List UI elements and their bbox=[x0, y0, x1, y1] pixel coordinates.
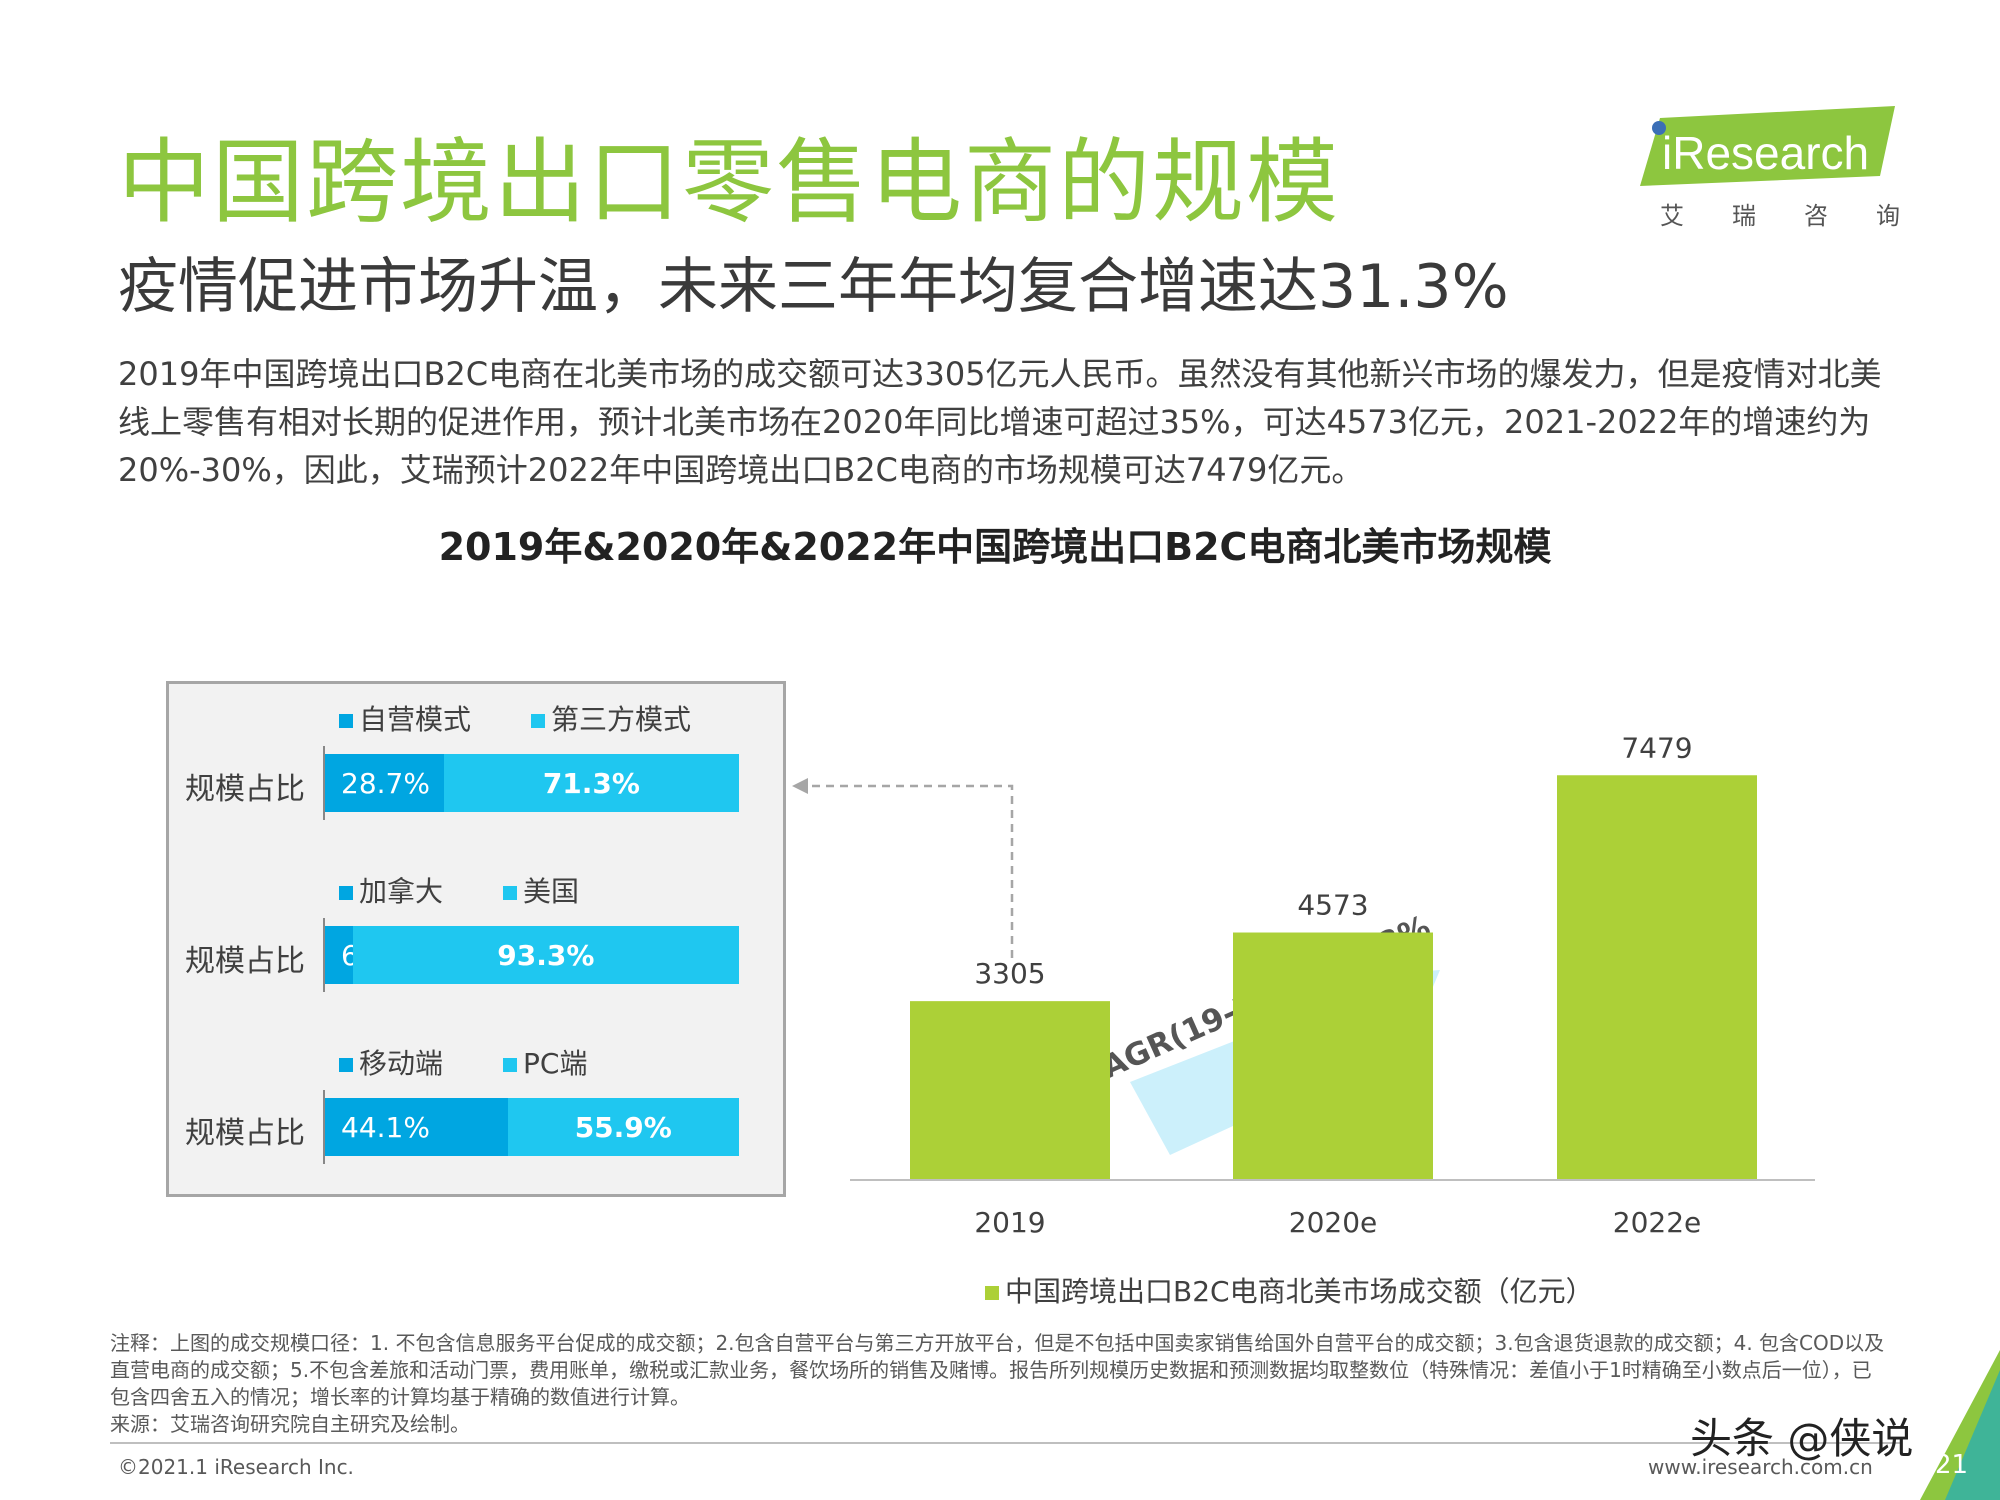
row-label: 规模占比 bbox=[185, 772, 305, 807]
legend-swatch bbox=[503, 1058, 518, 1072]
legend-swatch bbox=[985, 1286, 999, 1300]
corner-decoration-icon bbox=[1920, 1350, 2000, 1500]
logo-wordmark: iResearch bbox=[1662, 127, 1870, 179]
stacked-bar: 44.1% 55.9% bbox=[325, 1098, 739, 1156]
legend-label: PC端 bbox=[523, 1047, 588, 1080]
stack-legend: 移动端 PC端 bbox=[339, 1042, 587, 1082]
stacked-segment: 93.3% bbox=[352, 926, 739, 984]
stacked-bar: 28.7% 71.3% bbox=[325, 754, 739, 812]
legend-swatch bbox=[531, 714, 546, 728]
stacked-segment: 44.1% bbox=[325, 1098, 508, 1156]
stack-legend-item: PC端 bbox=[503, 1047, 587, 1080]
legend-label: 中国跨境出口B2C电商北美市场成交额（亿元） bbox=[1005, 1275, 1594, 1308]
row-label: 规模占比 bbox=[185, 944, 305, 979]
bar-legend: 中国跨境出口B2C电商北美市场成交额（亿元） bbox=[985, 1270, 1594, 1310]
data-label: 4573 bbox=[1297, 889, 1368, 922]
stack-axis bbox=[323, 918, 325, 992]
x-tick-label: 2019 bbox=[974, 1206, 1045, 1239]
logo-char: 询 bbox=[1876, 202, 1900, 230]
stacked-segment: 71.3% bbox=[443, 754, 739, 812]
watermark: 头条 @侠说 bbox=[1690, 1414, 1914, 1463]
data-label: 7479 bbox=[1621, 731, 1692, 764]
legend-label: 美国 bbox=[523, 875, 580, 908]
x-tick-label: 2022e bbox=[1613, 1206, 1701, 1239]
logo-char: 瑞 bbox=[1732, 202, 1756, 230]
footnotes: 注释：上图的成交规模口径：1. 不包含信息服务平台促成的成交额；2.包含自营平台… bbox=[110, 1330, 1890, 1438]
stack-legend-item: 加拿大 bbox=[339, 875, 443, 908]
legend-swatch bbox=[503, 886, 518, 900]
legend-swatch bbox=[339, 886, 353, 900]
stack-legend-item: 美国 bbox=[503, 875, 579, 908]
legend-swatch bbox=[339, 714, 353, 728]
logo-badge-icon bbox=[1640, 106, 1895, 186]
logo-chinese: 艾 瑞 咨 询 bbox=[1660, 196, 1900, 231]
stack-legend: 自营模式 第三方模式 bbox=[339, 698, 691, 738]
footer-divider bbox=[110, 1442, 1900, 1444]
x-tick-label: 2020e bbox=[1289, 1206, 1377, 1239]
page-title: 中国跨境出口零售电商的规模 bbox=[118, 129, 1341, 236]
note-text: 注释：上图的成交规模口径：1. 不包含信息服务平台促成的成交额；2.包含自营平台… bbox=[110, 1331, 1885, 1409]
connector-arrow bbox=[792, 778, 1014, 958]
stack-legend-item: 移动端 bbox=[339, 1047, 443, 1080]
stacked-segment: 55.9% bbox=[507, 1098, 739, 1156]
summary-paragraph: 2019年中国跨境出口B2C电商在北美市场的成交额可达3305亿元人民币。虽然没… bbox=[118, 355, 1882, 489]
row-label: 规模占比 bbox=[185, 1116, 305, 1151]
legend-swatch bbox=[339, 1058, 353, 1072]
page-subtitle: 疫情促进市场升温，未来三年年均复合增速达31.3% bbox=[118, 252, 1509, 322]
legend-label: 第三方模式 bbox=[551, 703, 692, 736]
page-number: 21 bbox=[1935, 1450, 1969, 1480]
stacked-segment: 28.7% bbox=[325, 754, 444, 812]
iresearch-logo: iResearch 艾 瑞 咨 询 bbox=[1640, 106, 1900, 230]
chart-title: 2019年&2020年&2022年中国跨境出口B2C电商北美市场规模 bbox=[438, 525, 1552, 569]
bar-chart: CAGR(19-22e)=31.3% 3305201945732020e7479… bbox=[850, 731, 1815, 1239]
source-text: 来源：艾瑞咨询研究院自主研究及绘制。 bbox=[110, 1412, 470, 1436]
stack-axis bbox=[323, 1090, 325, 1164]
share-panel: 自营模式第三方模式规模占比28.7%71.3%加拿大美国规模占比6.7%93.3… bbox=[166, 681, 786, 1197]
stacked-bar: 6.7%93.3% bbox=[325, 926, 739, 984]
data-label: 3305 bbox=[974, 957, 1045, 990]
copyright: ©2021.1 iResearch Inc. bbox=[118, 1455, 354, 1479]
stack-legend: 加拿大 美国 bbox=[339, 870, 579, 910]
bar bbox=[1233, 932, 1433, 1180]
stacked-segment: 6.7% bbox=[325, 926, 412, 984]
website-link[interactable]: www.iresearch.com.cn bbox=[1648, 1455, 1873, 1479]
stack-legend-item: 自营模式 bbox=[339, 703, 471, 736]
logo-char: 咨 bbox=[1804, 202, 1828, 230]
legend-label: 移动端 bbox=[359, 1047, 444, 1080]
bar bbox=[910, 1001, 1110, 1180]
stack-legend-item: 第三方模式 bbox=[531, 703, 691, 736]
stack-axis bbox=[323, 746, 325, 820]
legend-label: 自营模式 bbox=[359, 703, 472, 736]
legend-label: 加拿大 bbox=[359, 875, 444, 908]
logo-char: 艾 bbox=[1660, 202, 1684, 230]
bar bbox=[1557, 775, 1757, 1180]
